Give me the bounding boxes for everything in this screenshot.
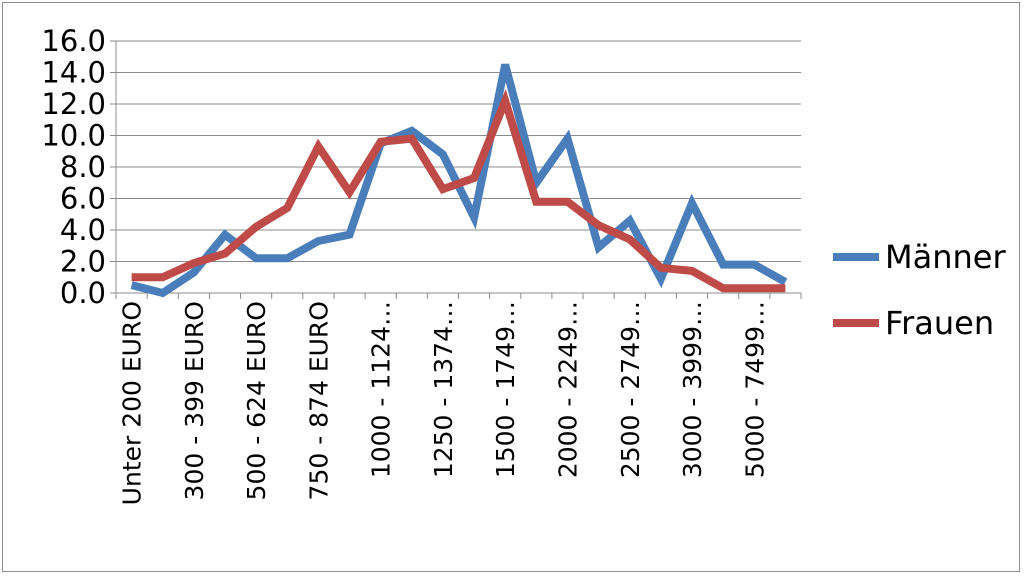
y-tick-label: 6.0 [60,182,106,216]
x-tick-label: 750 - 874 EURO [304,301,333,500]
y-tick-label: 16.0 [41,24,106,58]
y-tick-label: 2.0 [60,245,106,279]
y-tick-label: 14.0 [41,56,106,90]
series-lines [130,63,788,298]
line-chart: 0.02.04.06.08.010.012.014.016.0 Unter 20… [41,24,1006,505]
x-tick-label: 300 - 399 EURO [180,301,209,500]
legend-label: Frauen [885,304,994,342]
y-tick-label: 10.0 [41,119,106,153]
x-tick-label: 1000 - 1124… [367,301,396,478]
x-tick-label: 500 - 624 EURO [242,301,271,500]
x-tick-label: 1250 - 1374… [429,301,458,478]
x-tick-label: 3000 - 3999… [678,301,707,478]
axes [110,40,802,299]
y-tick-label: 0.0 [60,276,106,310]
y-tick-labels: 0.02.04.06.08.010.012.014.016.0 [41,24,106,310]
legend: Männer Frauen [833,238,1006,342]
y-tick-label: 12.0 [41,87,106,121]
x-tick-label: Unter 200 EURO [118,301,147,505]
x-tick-label: 2500 - 2749… [616,301,645,478]
x-tick-label: 1500 - 1749… [491,301,520,478]
gridlines [116,40,801,262]
y-tick-label: 4.0 [60,213,106,247]
x-tick-label: 5000 - 7499… [740,301,769,478]
x-tick-labels: Unter 200 EURO 300 - 399 EURO 500 - 624 EU… [118,301,770,505]
x-tick-label: 2000 - 2249… [553,301,582,478]
series-line-1 [131,88,786,293]
series-line-0 [130,63,788,298]
legend-label: Männer [885,238,1006,276]
y-tick-label: 8.0 [60,150,106,184]
